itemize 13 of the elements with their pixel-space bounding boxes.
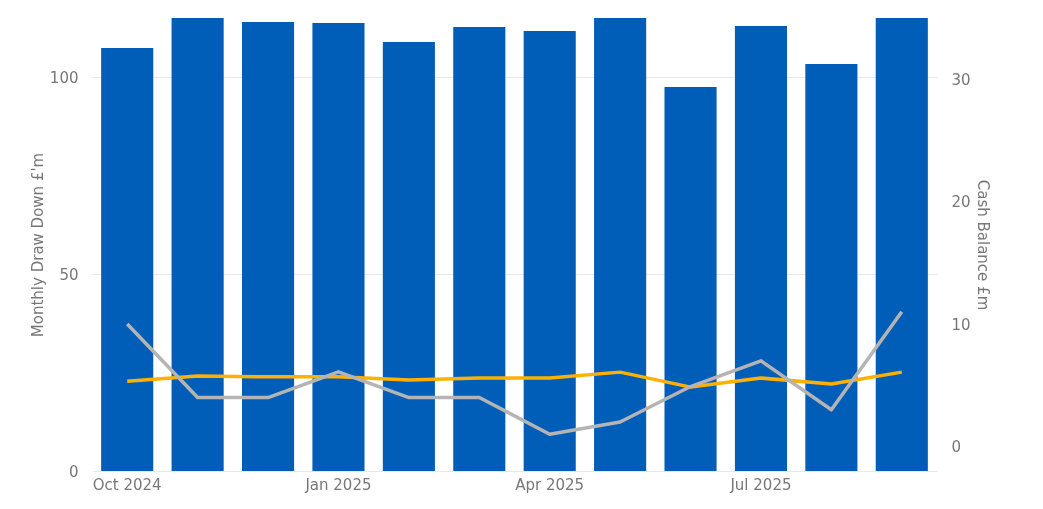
y-tick-label: 50 [59,265,79,284]
y-axis-title: Monthly Draw Down £'m [28,152,47,338]
y2-tick-label: 30 [951,70,971,89]
y-tick-label: 0 [68,462,79,481]
y-tick-label: 100 [49,68,79,87]
y2-tick-label: 20 [951,193,971,212]
x-tick-label: Jan 2025 [304,475,372,494]
y2-tick-label: 10 [951,315,971,334]
x-tick-label: Oct 2024 [92,475,162,494]
x-tick-label: Apr 2025 [515,475,585,494]
y2-tick-label: 0 [951,438,962,457]
x-tick-label: Jul 2025 [729,475,792,494]
y2-axis-title: Cash Balance £m [973,179,992,311]
